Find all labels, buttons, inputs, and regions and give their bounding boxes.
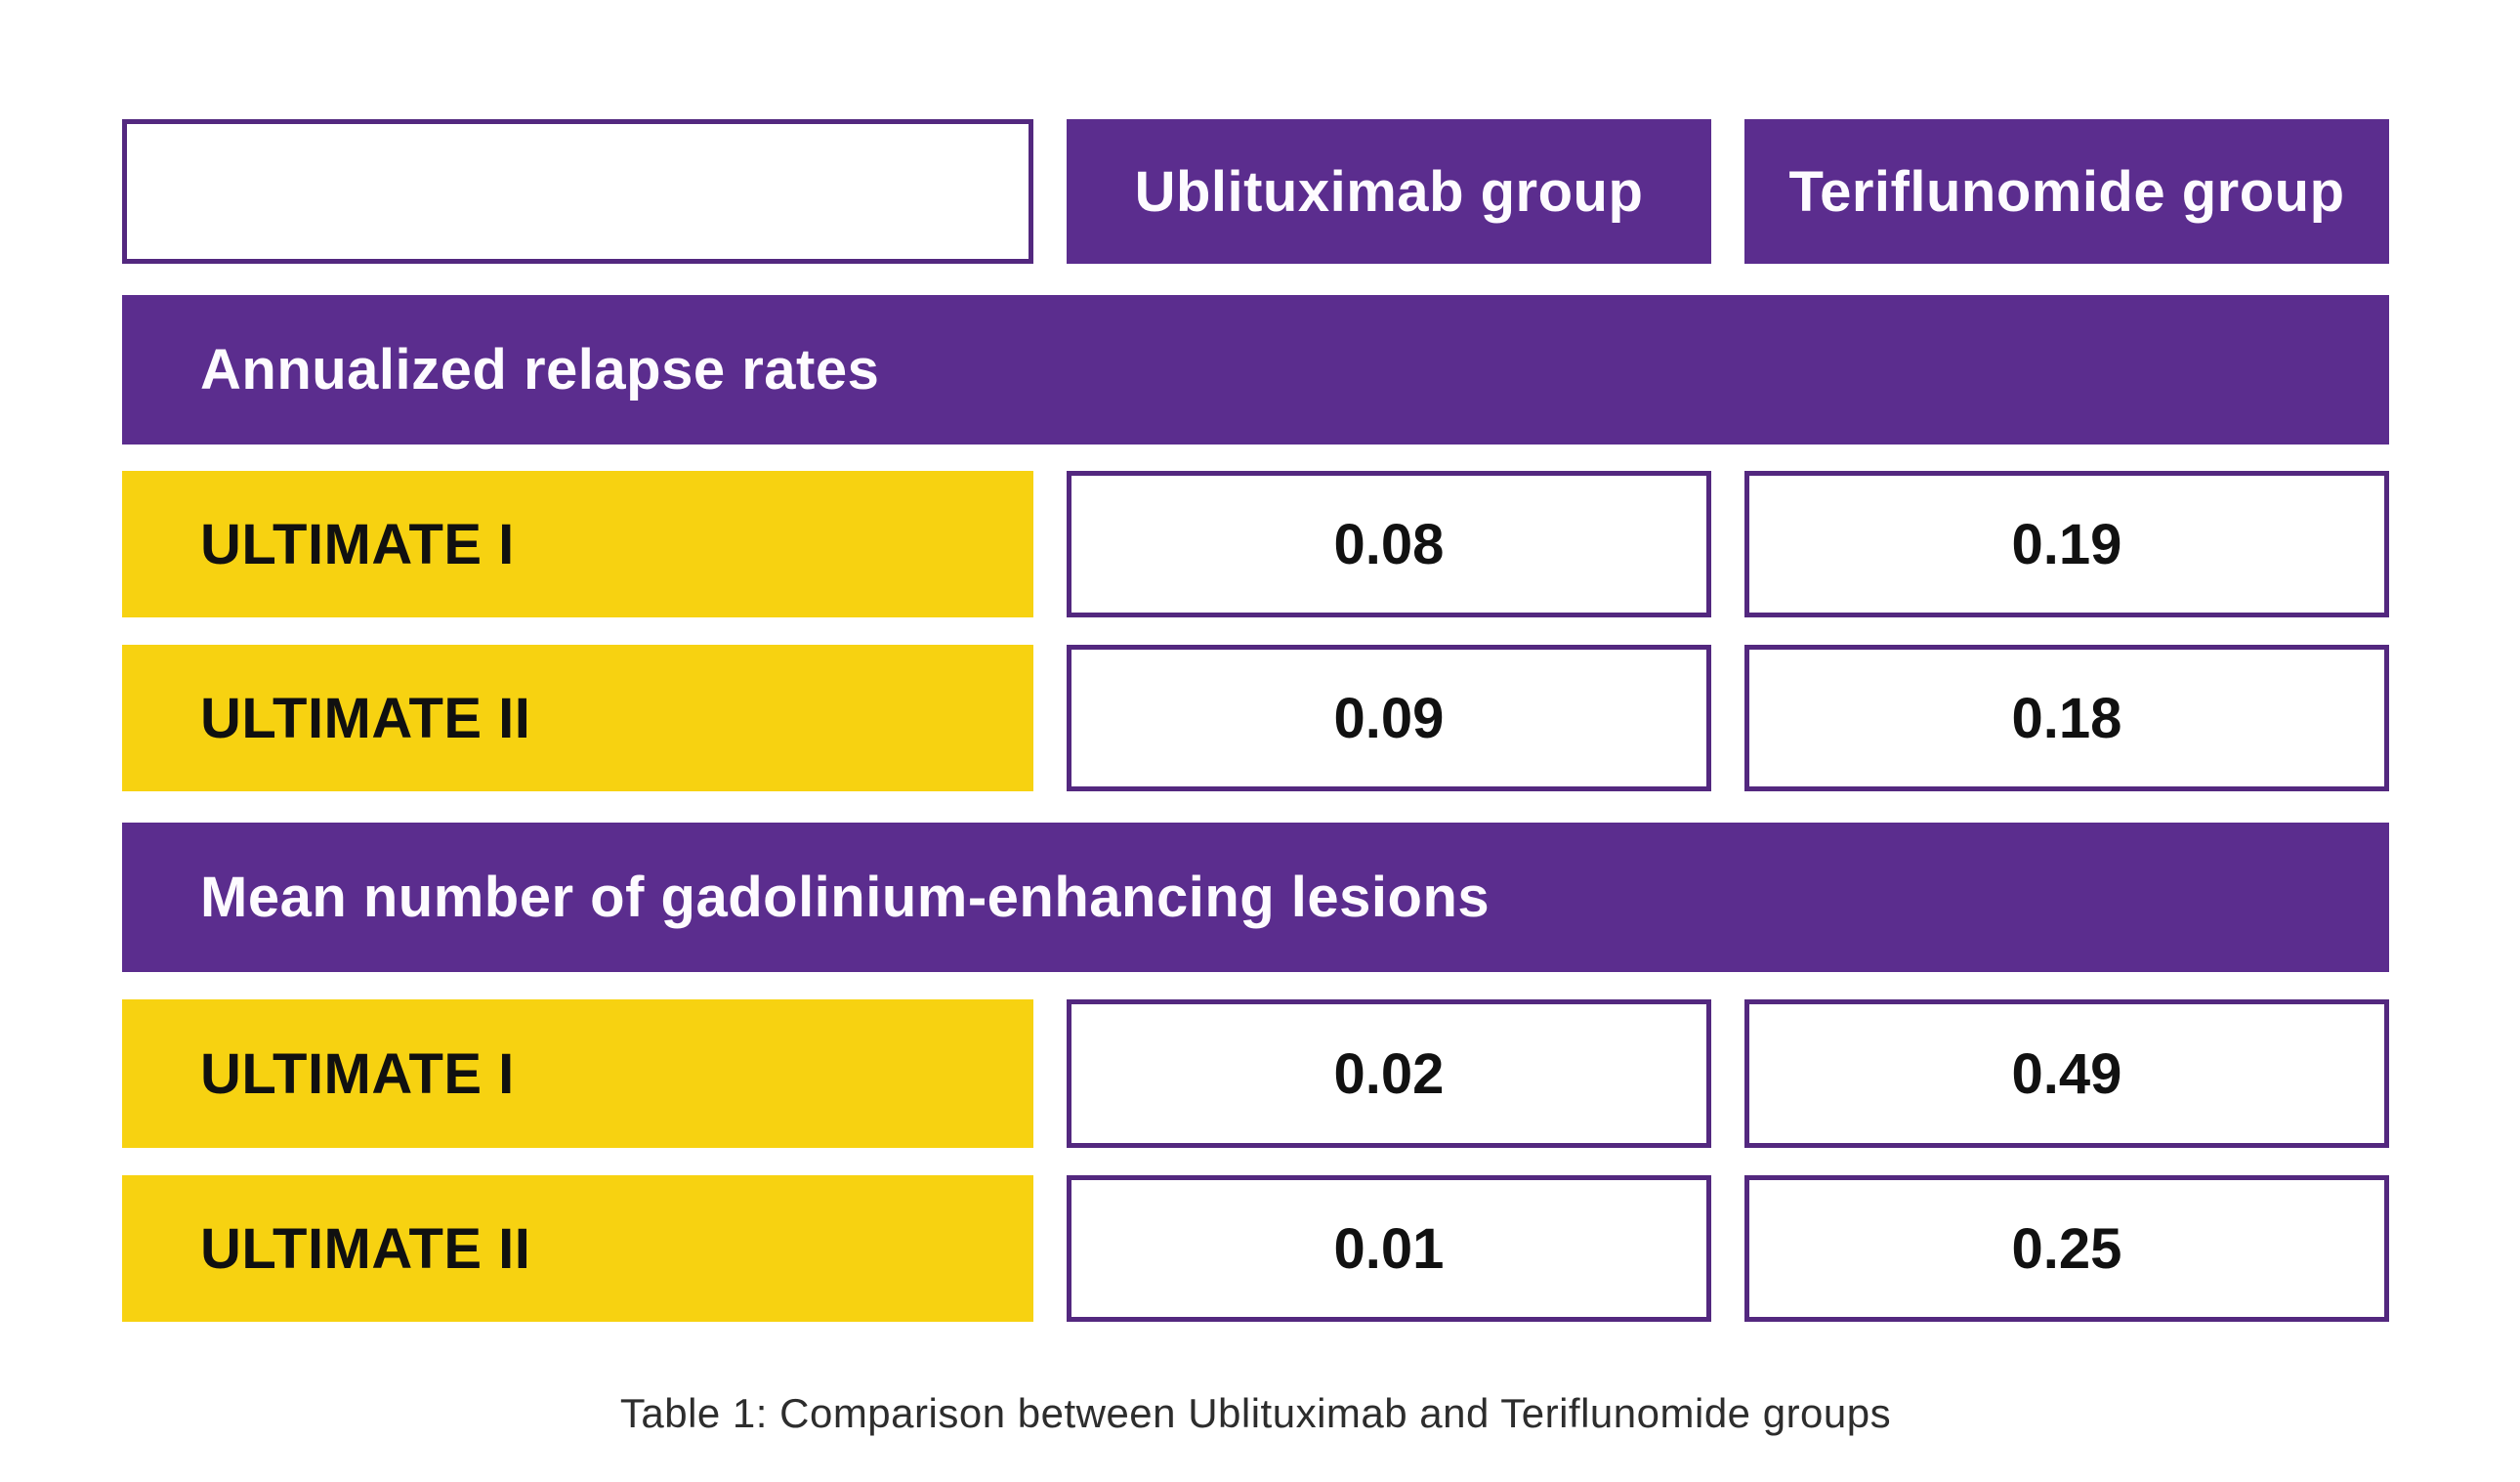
column-header-teriflunomide-group: Teriflunomide group bbox=[1744, 119, 2389, 264]
value-cell-teriflunomide: 0.18 bbox=[1744, 645, 2389, 791]
section-title: Annualized relapse rates bbox=[200, 338, 880, 402]
value-cell-ublituximab: 0.09 bbox=[1067, 645, 1711, 791]
value-cell-teriflunomide: 0.49 bbox=[1744, 999, 2389, 1148]
row-label: ULTIMATE II bbox=[200, 686, 531, 750]
value: 0.18 bbox=[2011, 686, 2122, 750]
section-title: Mean number of gadolinium-enhancing lesi… bbox=[200, 866, 1491, 929]
value: 0.09 bbox=[1333, 686, 1445, 750]
table-caption: Table 1: Comparison between Ublituximab … bbox=[619, 1390, 1892, 1436]
value-cell-teriflunomide: 0.25 bbox=[1744, 1175, 2389, 1322]
column-header-ublituximab-group: Ublituximab group bbox=[1067, 119, 1711, 264]
table-row: ULTIMATE I 0.08 0.19 bbox=[122, 471, 2389, 617]
table-corner-empty-cell bbox=[122, 119, 1033, 264]
column-header-label: Ublituximab group bbox=[1134, 159, 1644, 224]
value: 0.02 bbox=[1333, 1041, 1445, 1106]
value-cell-ublituximab: 0.02 bbox=[1067, 999, 1711, 1148]
value-cell-ublituximab: 0.08 bbox=[1067, 471, 1711, 617]
row-label-ultimate-i: ULTIMATE I bbox=[122, 999, 1033, 1148]
value: 0.01 bbox=[1333, 1216, 1445, 1281]
table-row: ULTIMATE II 0.09 0.18 bbox=[122, 645, 2389, 791]
row-label: ULTIMATE I bbox=[200, 512, 515, 576]
table-row: ULTIMATE I 0.02 0.49 bbox=[122, 999, 2389, 1148]
value: 0.49 bbox=[2011, 1041, 2122, 1106]
value-cell-teriflunomide: 0.19 bbox=[1744, 471, 2389, 617]
row-label-ultimate-i: ULTIMATE I bbox=[122, 471, 1033, 617]
row-label: ULTIMATE I bbox=[200, 1041, 515, 1106]
section-header-annualized-relapse-rates: Annualized relapse rates bbox=[122, 295, 2389, 445]
value-cell-ublituximab: 0.01 bbox=[1067, 1175, 1711, 1322]
value: 0.19 bbox=[2011, 512, 2122, 576]
value: 0.08 bbox=[1333, 512, 1445, 576]
section-header-gadolinium-enhancing-lesions: Mean number of gadolinium-enhancing lesi… bbox=[122, 823, 2389, 972]
column-header-label: Teriflunomide group bbox=[1788, 159, 2345, 224]
table-row: ULTIMATE II 0.01 0.25 bbox=[122, 1175, 2389, 1322]
row-label-ultimate-ii: ULTIMATE II bbox=[122, 645, 1033, 791]
table-header-row: Ublituximab group Teriflunomide group bbox=[122, 119, 2389, 264]
row-label-ultimate-ii: ULTIMATE II bbox=[122, 1175, 1033, 1322]
value: 0.25 bbox=[2011, 1216, 2122, 1281]
row-label: ULTIMATE II bbox=[200, 1216, 531, 1281]
